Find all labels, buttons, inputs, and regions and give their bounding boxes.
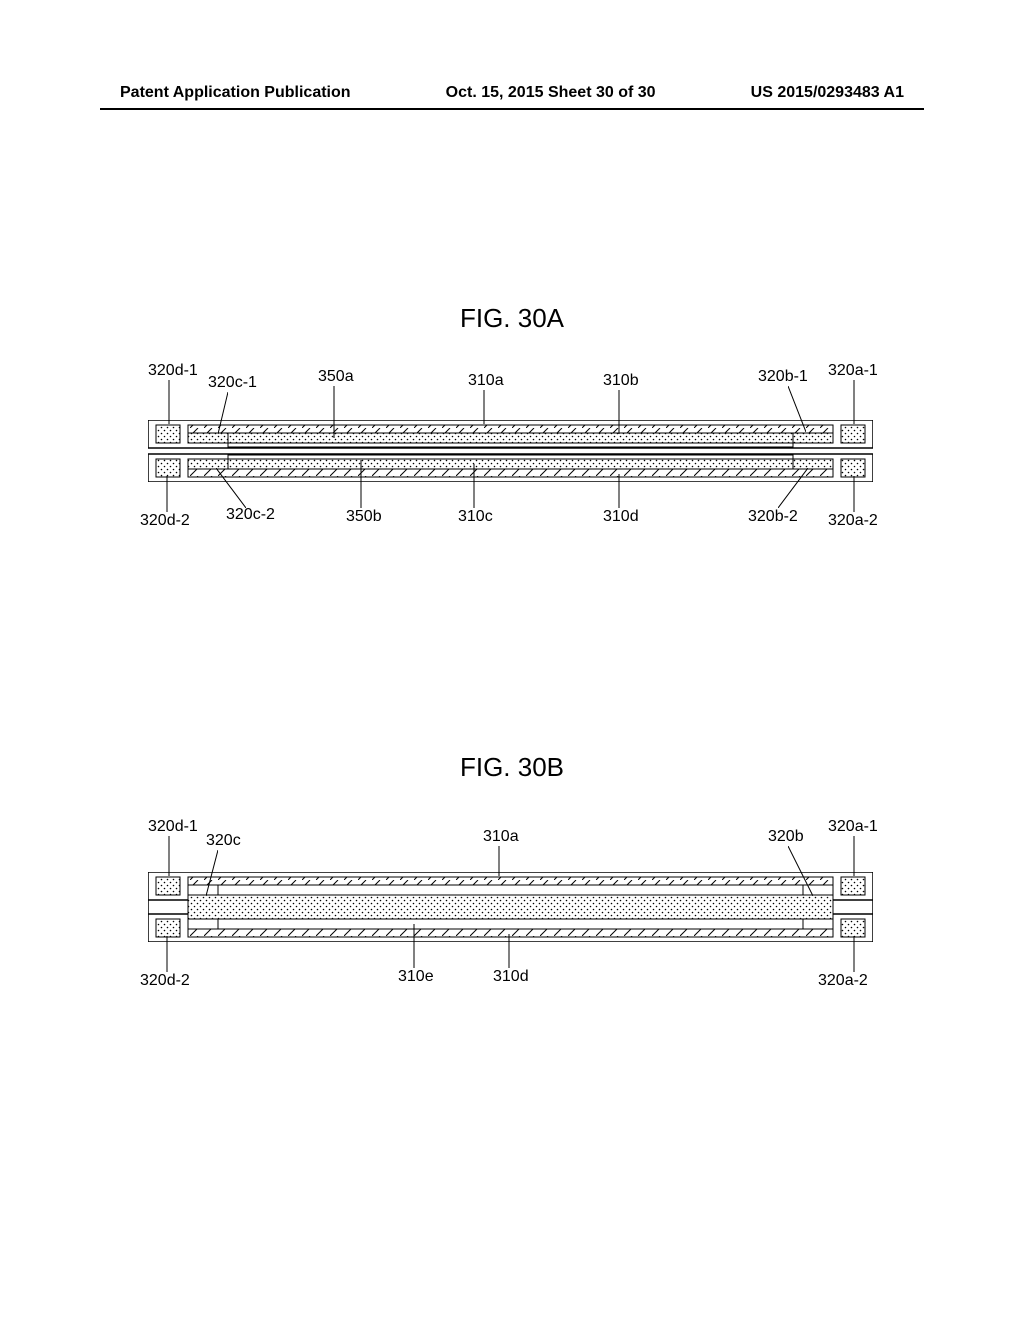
header-rule	[100, 108, 924, 110]
leader-icon	[413, 924, 415, 968]
label-350b: 350b	[346, 508, 382, 526]
fig-30b-diagram: 320d-1 320c 310a 320b 320a-1 320d-2 310e…	[148, 872, 873, 942]
label-310a-a: 310a	[468, 372, 504, 390]
label-320d-1-a: 320d-1	[148, 362, 198, 380]
patent-header: Patent Application Publication Oct. 15, …	[0, 84, 1024, 102]
leader-icon	[788, 846, 813, 896]
label-320d-2-a: 320d-2	[140, 512, 190, 530]
leader-icon	[218, 392, 228, 434]
leader-icon	[618, 390, 620, 434]
fig-30a-title: FIG. 30A	[460, 303, 564, 334]
label-320a-2-a: 320a-2	[828, 512, 878, 530]
leader-icon	[853, 936, 855, 972]
label-320b-2-a: 320b-2	[748, 508, 798, 526]
leader-icon	[168, 380, 170, 424]
fig-30a-diagram: 320d-1 320c-1 350a 310a 310b 320b-1 320a…	[148, 420, 873, 482]
leader-icon	[166, 476, 168, 512]
leader-icon	[778, 468, 808, 508]
label-320a-2-b: 320a-2	[818, 972, 868, 990]
fig-30a-svg	[148, 420, 873, 482]
leader-icon	[333, 386, 335, 438]
leader-icon	[853, 836, 855, 876]
label-320c-1-a: 320c-1	[208, 374, 257, 392]
label-310b: 310b	[603, 372, 639, 390]
header-left: Patent Application Publication	[120, 84, 351, 102]
leader-icon	[498, 846, 500, 876]
label-310d-a: 310d	[603, 508, 639, 526]
label-310d-b: 310d	[493, 968, 529, 986]
leader-icon	[360, 460, 362, 508]
label-320c-2-a: 320c-2	[226, 506, 275, 524]
label-320a-1-b: 320a-1	[828, 818, 878, 836]
label-320c-b: 320c	[206, 832, 241, 850]
leader-icon	[508, 934, 510, 968]
label-320d-1-b: 320d-1	[148, 818, 198, 836]
leader-icon	[473, 464, 475, 508]
label-310c: 310c	[458, 508, 493, 526]
header-center: Oct. 15, 2015 Sheet 30 of 30	[446, 84, 656, 102]
header-right: US 2015/0293483 A1	[751, 84, 904, 102]
leader-icon	[788, 386, 806, 432]
label-350a: 350a	[318, 368, 354, 386]
leader-icon	[853, 476, 855, 512]
label-320d-2-b: 320d-2	[140, 972, 190, 990]
fig-30b-title: FIG. 30B	[460, 752, 564, 783]
fig-30b-svg	[148, 872, 873, 942]
label-310e: 310e	[398, 968, 434, 986]
label-320a-1-a: 320a-1	[828, 362, 878, 380]
leader-icon	[618, 474, 620, 508]
leader-icon	[206, 850, 218, 896]
leader-icon	[216, 468, 246, 508]
label-310a-b: 310a	[483, 828, 519, 846]
leader-icon	[166, 936, 168, 972]
label-320b-1-a: 320b-1	[758, 368, 808, 386]
leader-icon	[853, 380, 855, 424]
label-320b-b: 320b	[768, 828, 804, 846]
leader-icon	[168, 836, 170, 876]
leader-icon	[483, 390, 485, 424]
